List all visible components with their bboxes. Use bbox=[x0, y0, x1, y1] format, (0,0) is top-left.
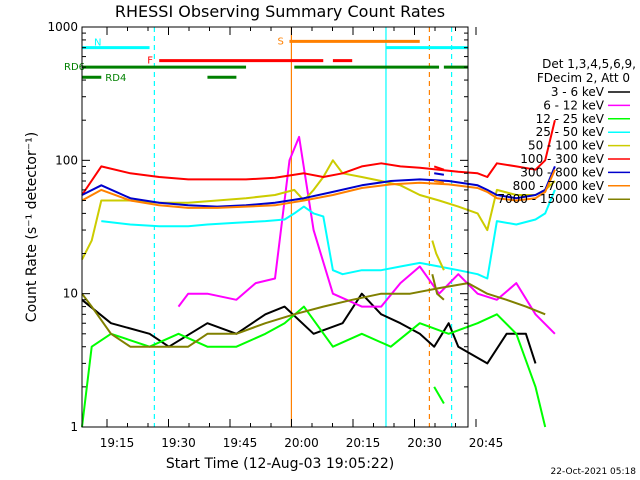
series-segment bbox=[433, 386, 445, 405]
legend-label: 12 - 25 keV bbox=[536, 112, 605, 126]
y-axis: 1 10 100 1000 bbox=[47, 20, 468, 434]
legend-header-line-1: Det 1,3,4,5,6,9, bbox=[542, 57, 636, 71]
legend-label: 800 - 7000 keV bbox=[513, 179, 605, 193]
x-tick-label: 20:15 bbox=[346, 436, 381, 450]
generation-timestamp: 22-Oct-2021 05:18 bbox=[551, 467, 637, 477]
series-line bbox=[81, 159, 556, 261]
y-axis-label: Count Rate (s⁻¹ detector⁻¹) bbox=[24, 132, 40, 322]
series-segment bbox=[434, 180, 445, 184]
legend-label: 3 - 6 keV bbox=[551, 85, 605, 99]
series-segment bbox=[434, 172, 445, 176]
x-tick-label: 19:45 bbox=[223, 436, 258, 450]
series-line bbox=[81, 292, 537, 365]
flag-label-n: N bbox=[94, 38, 101, 49]
x-tick-label: 20:45 bbox=[469, 436, 504, 450]
legend-label: 7000 - 15000 keV bbox=[497, 192, 604, 206]
series-segment bbox=[431, 240, 445, 271]
legend: Det 1,3,4,5,6,9, FDecim 2, Att 0 3 - 6 k… bbox=[497, 57, 636, 206]
series-segment bbox=[433, 165, 445, 171]
x-tick-label: 19:15 bbox=[100, 436, 135, 450]
series-line bbox=[81, 119, 556, 196]
x-axis: 19:15 19:30 19:45 20:00 20:15 20:30 20:45 bbox=[100, 27, 504, 450]
plot-frame bbox=[81, 26, 469, 428]
flag-label-rd4: RD4 bbox=[105, 73, 126, 84]
x-tick-label: 19:30 bbox=[161, 436, 196, 450]
series-line bbox=[81, 305, 547, 428]
legend-label: 50 - 100 keV bbox=[528, 139, 605, 153]
series-line bbox=[81, 169, 556, 209]
legend-label: 25 - 50 keV bbox=[536, 125, 605, 139]
flag-label-rd6: RD6 bbox=[64, 62, 85, 73]
series-line bbox=[81, 282, 546, 348]
series-segment bbox=[431, 273, 445, 301]
series-line bbox=[177, 135, 556, 335]
chart-title: RHESSI Observing Summary Count Rates bbox=[115, 2, 445, 21]
legend-label: 300 - 800 keV bbox=[520, 165, 604, 179]
y-tick-label: 1000 bbox=[47, 20, 78, 34]
x-axis-label: Start Time (12-Aug-03 19:05:22) bbox=[166, 456, 394, 472]
plot-area: N F S RD6 RD4 bbox=[64, 27, 556, 428]
legend-label: 100 - 300 keV bbox=[520, 152, 604, 166]
flag-label-s: S bbox=[277, 36, 283, 47]
x-tick-label: 20:30 bbox=[407, 436, 442, 450]
legend-header-line-2: FDecim 2, Att 0 bbox=[537, 71, 630, 85]
y-tick-label: 100 bbox=[55, 153, 78, 167]
legend-label: 6 - 12 keV bbox=[543, 98, 605, 112]
flag-label-f: F bbox=[147, 56, 153, 67]
y-tick-label: 1 bbox=[70, 420, 78, 434]
x-tick-label: 20:00 bbox=[284, 436, 319, 450]
y-tick-label: 10 bbox=[63, 287, 78, 301]
series-line bbox=[101, 189, 556, 280]
series-line bbox=[81, 166, 556, 208]
